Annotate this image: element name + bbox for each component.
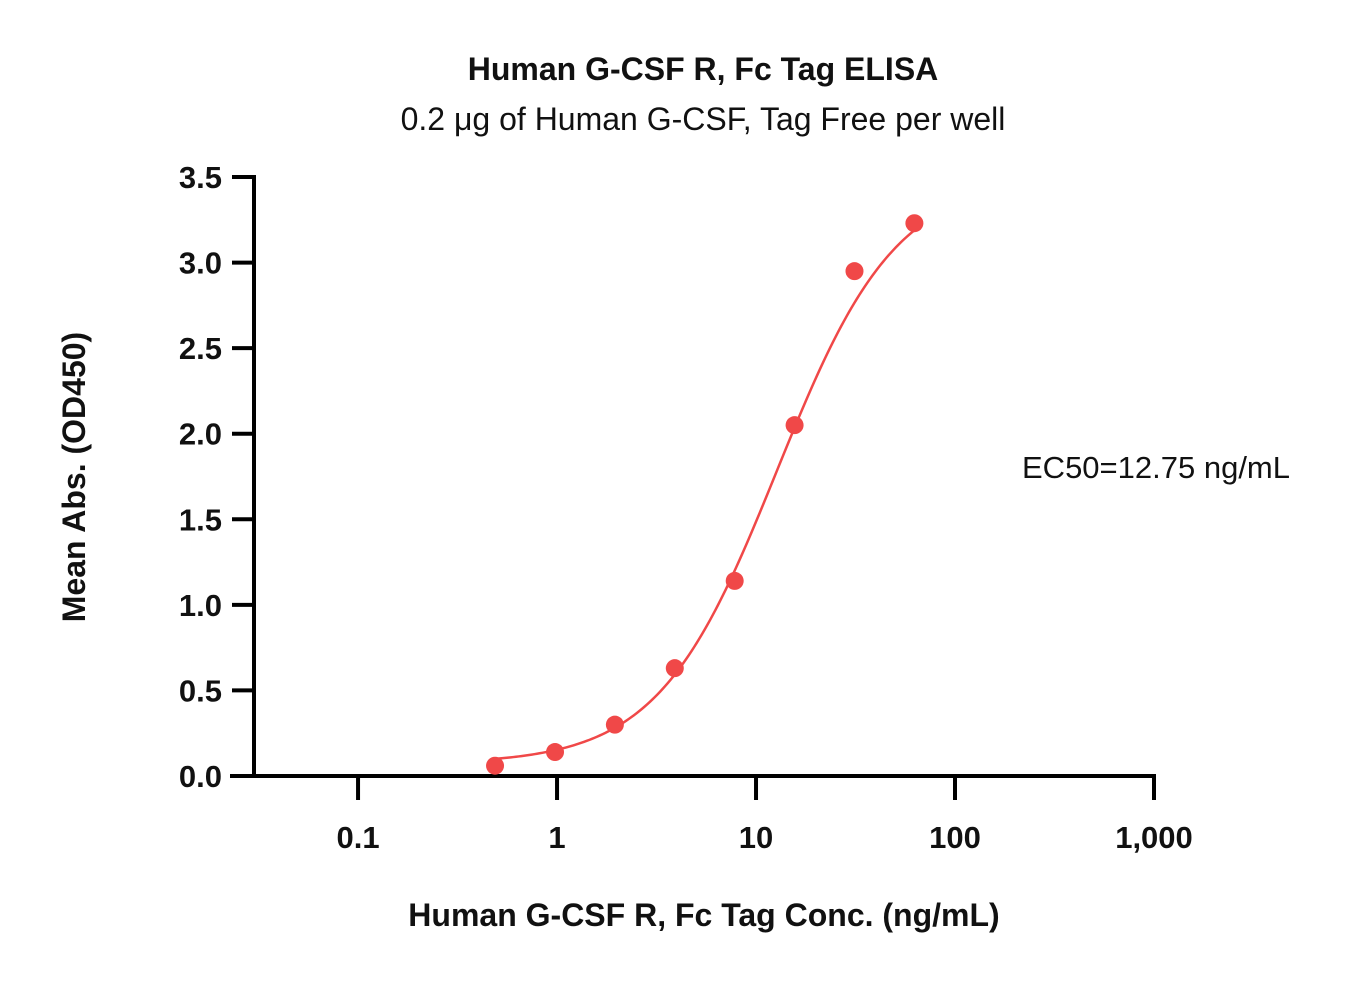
plot-area: 0.0 0.5 1.0 1.5 2.0 2.5 3.0 3.5 0.1 1 10 100 1,000 xyxy=(179,160,1193,855)
chart-subtitle: 0.2 μg of Human G-CSF, Tag Free per well xyxy=(401,101,1006,137)
data-point xyxy=(905,214,924,233)
x-tick-label: 1 xyxy=(548,820,565,855)
x-tick-label: 10 xyxy=(739,820,773,855)
data-point xyxy=(665,659,684,678)
x-tick-label: 100 xyxy=(929,820,981,855)
y-tick-label: 3.0 xyxy=(179,246,222,281)
data-point xyxy=(486,756,505,775)
fit-curve xyxy=(494,229,916,761)
y-tick-label: 2.0 xyxy=(179,417,222,452)
y-tick-label: 1.5 xyxy=(179,502,222,537)
y-tick-label: 3.5 xyxy=(179,160,222,195)
data-point xyxy=(605,715,624,734)
y-tick-label: 1.0 xyxy=(179,588,222,623)
data-point xyxy=(845,262,864,281)
y-tick-label: 0.5 xyxy=(179,673,222,708)
x-tick-label: 0.1 xyxy=(336,820,379,855)
y-tick-label: 2.5 xyxy=(179,331,222,366)
data-point xyxy=(725,571,744,590)
ec50-annotation: EC50=12.75 ng/mL xyxy=(1022,450,1290,485)
x-axis-label: Human G-CSF R, Fc Tag Conc. (ng/mL) xyxy=(408,897,999,933)
data-point xyxy=(546,743,565,762)
x-tick-label: 1,000 xyxy=(1115,820,1193,855)
chart-title: Human G-CSF R, Fc Tag ELISA xyxy=(468,51,939,87)
data-point xyxy=(785,416,804,435)
y-axis-label: Mean Abs. (OD450) xyxy=(56,332,92,622)
y-tick-label: 0.0 xyxy=(179,759,222,794)
